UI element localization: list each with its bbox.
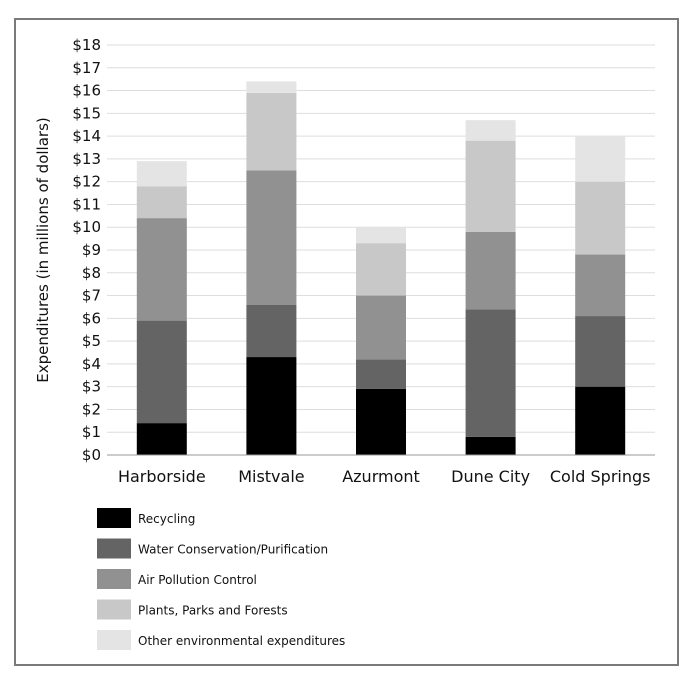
y-tick-label: $4 [82,355,101,373]
y-tick-label: $2 [82,400,101,418]
legend-label: Air Pollution Control [138,573,257,587]
y-tick-label: $14 [72,127,101,145]
x-tick-label: Cold Springs [550,467,651,486]
bar-segment [575,316,626,387]
x-tick-label: Harborside [118,467,206,486]
bar-segment [246,357,297,455]
y-tick-label: $10 [72,218,101,236]
bar-segment [136,161,187,187]
bar-segment [465,231,516,310]
bar-segment [575,181,626,255]
y-tick-label: $18 [72,36,101,54]
legend-swatch [97,508,131,528]
bar-segment [356,227,406,244]
legend-label: Recycling [138,512,195,526]
y-tick-label: $9 [82,241,101,259]
legend-swatch [97,538,131,559]
legend-label: Water Conservation/Purification [138,543,328,557]
y-tick-label: $8 [82,264,101,282]
bar-segment [136,320,187,424]
y-tick-label: $5 [82,332,101,350]
y-tick-label: $11 [72,195,101,213]
legend-swatch [97,599,131,620]
bar-segment [136,218,187,321]
bar-segment [356,243,406,296]
y-tick-label: $16 [72,82,101,100]
x-tick-label: Dune City [451,467,530,486]
bar-segment [246,81,297,93]
bar-segment [246,170,297,305]
x-tick-label: Azurmont [342,467,420,486]
bar-segment [575,386,626,455]
legend-swatch [97,630,131,650]
bar-segment [246,304,297,358]
bar-segment [465,309,516,437]
bar-segment [356,295,406,360]
y-tick-label: $7 [82,287,101,305]
x-axis-ticks: Harborside Mistvale Azurmont Dune City Cold … [118,467,651,486]
legend: Recycling Water Conservation/Purification… [97,508,345,650]
bar-segment [575,254,626,317]
bar-segment [575,136,626,182]
bar-segment [356,388,406,455]
bar-segment [136,423,187,455]
y-tick-label: $6 [82,309,101,327]
bar-segment [246,92,297,171]
y-tick-label: $0 [82,446,101,464]
y-tick-label: $13 [72,150,101,168]
y-tick-label: $15 [72,104,101,122]
y-axis-ticks: $0 $1 $2 $3 $4 $5 $6 $7 $8 $9 $10 $11 $12 $13 $14 $15 $1… [72,36,101,464]
legend-label: Other environmental expenditures [138,634,345,648]
bars [136,81,626,455]
y-tick-label: $1 [82,423,101,441]
bar-segment [136,186,187,219]
y-tick-label: $3 [82,378,101,396]
y-axis-label: Expenditures (in millions of dollars) [34,117,52,382]
bar-segment [465,120,516,141]
y-tick-label: $12 [72,173,101,191]
x-tick-label: Mistvale [238,467,304,486]
legend-label: Plants, Parks and Forests [138,604,288,618]
bar-segment [465,436,516,455]
legend-swatch [97,569,131,589]
y-tick-label: $17 [72,59,101,77]
bar-segment [356,359,406,389]
bar-segment [465,140,516,232]
